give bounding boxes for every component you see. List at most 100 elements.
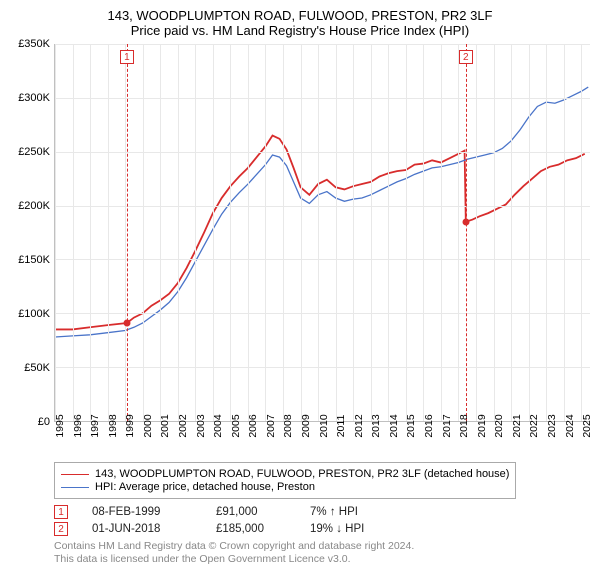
legend-row: HPI: Average price, detached house, Pres… [61,481,509,493]
footnote-line: Contains HM Land Registry data © Crown c… [54,540,590,553]
x-tick-label: 2000 [142,414,154,437]
grid-v [283,44,284,421]
y-tick-label: £50K [24,362,50,374]
x-tick-label: 2014 [388,414,400,437]
grid-v [494,44,495,421]
x-tick-label: 2024 [564,414,576,437]
grid-v [511,44,512,421]
grid-h [55,44,590,45]
grid-v [90,44,91,421]
x-tick-label: 2015 [405,414,417,437]
x-tick-label: 1996 [72,414,84,437]
plot-area: 12 [54,44,590,422]
y-axis: £0£50K£100K£150K£200K£250K£300K£350K [10,44,54,422]
grid-v [564,44,565,421]
x-axis: 1995199619971998199920002001200220032004… [54,422,590,456]
y-tick-label: £150K [18,254,50,266]
x-tick-label: 1998 [107,414,119,437]
grid-v [55,44,56,421]
grid-v [336,44,337,421]
x-tick-label: 2008 [282,414,294,437]
grid-v [476,44,477,421]
grid-v [529,44,530,421]
page-title: 143, WOODPLUMPTON ROAD, FULWOOD, PRESTON… [10,8,590,23]
grid-v [301,44,302,421]
legend-swatch [61,474,89,475]
grid-v [265,44,266,421]
event-detail-price: £185,000 [216,523,286,535]
grid-v [178,44,179,421]
footnote: Contains HM Land Registry data © Crown c… [54,540,590,566]
x-tick-label: 2020 [493,414,505,437]
x-tick-label: 2004 [212,414,224,437]
x-tick-label: 1997 [89,414,101,437]
event-detail-badge: 1 [54,505,68,519]
y-tick-label: £300K [18,92,50,104]
event-detail-delta: 7% ↑ HPI [310,506,400,518]
grid-h [55,206,590,207]
grid-v [248,44,249,421]
event-detail-date: 08-FEB-1999 [92,506,192,518]
grid-v [581,44,582,421]
grid-v [371,44,372,421]
event-line [127,44,128,421]
grid-v [353,44,354,421]
legend-label: HPI: Average price, detached house, Pres… [95,481,315,493]
x-tick-label: 2003 [195,414,207,437]
event-dot [462,218,469,225]
page-subtitle: Price paid vs. HM Land Registry's House … [10,23,590,38]
x-tick-label: 1995 [54,414,66,437]
y-tick-label: £100K [18,308,50,320]
grid-h [55,98,590,99]
event-detail-badge: 2 [54,522,68,536]
y-tick-label: £0 [38,416,50,428]
x-tick-label: 2021 [511,414,523,437]
event-detail-date: 01-JUN-2018 [92,523,192,535]
x-tick-label: 2001 [159,414,171,437]
legend-row: 143, WOODPLUMPTON ROAD, FULWOOD, PRESTON… [61,468,509,480]
grid-v [546,44,547,421]
event-line [466,44,467,421]
grid-h [55,152,590,153]
chart: £0£50K£100K£150K£200K£250K£300K£350K 12 [10,44,590,422]
x-tick-label: 2012 [353,414,365,437]
x-tick-label: 2009 [300,414,312,437]
x-tick-label: 2002 [177,414,189,437]
grid-h [55,313,590,314]
y-tick-label: £350K [18,38,50,50]
x-tick-label: 2016 [423,414,435,437]
events-table: 1 08-FEB-1999 £91,000 7% ↑ HPI 2 01-JUN-2018 £… [54,505,590,536]
x-tick-label: 1999 [124,414,136,437]
grid-v [458,44,459,421]
event-badge: 1 [120,50,134,64]
grid-v [230,44,231,421]
legend-label: 143, WOODPLUMPTON ROAD, FULWOOD, PRESTON… [95,468,509,480]
event-detail-row: 1 08-FEB-1999 £91,000 7% ↑ HPI [54,505,590,519]
x-tick-label: 2010 [318,414,330,437]
x-tick-label: 2022 [528,414,540,437]
x-tick-label: 2011 [335,415,347,438]
event-badge: 2 [459,50,473,64]
grid-v [73,44,74,421]
event-detail-row: 201-JUN-2018£185,00019% ↓ HPI [54,522,590,536]
x-tick-label: 2013 [370,414,382,437]
grid-v [213,44,214,421]
grid-v [406,44,407,421]
grid-v [195,44,196,421]
x-tick-label: 2017 [441,414,453,437]
grid-v [388,44,389,421]
x-tick-label: 2025 [581,414,593,437]
x-tick-label: 2005 [230,414,242,437]
y-tick-label: £250K [18,146,50,158]
series-hpi [55,87,588,337]
x-tick-label: 2019 [476,414,488,437]
event-dot [123,319,130,326]
event-detail-price: £91,000 [216,506,286,518]
x-tick-label: 2018 [458,414,470,437]
x-tick-label: 2007 [265,414,277,437]
x-tick-label: 2023 [546,414,558,437]
y-tick-label: £200K [18,200,50,212]
x-tick-label: 2006 [247,414,259,437]
legend: 143, WOODPLUMPTON ROAD, FULWOOD, PRESTON… [54,462,516,499]
series-property [55,136,585,330]
